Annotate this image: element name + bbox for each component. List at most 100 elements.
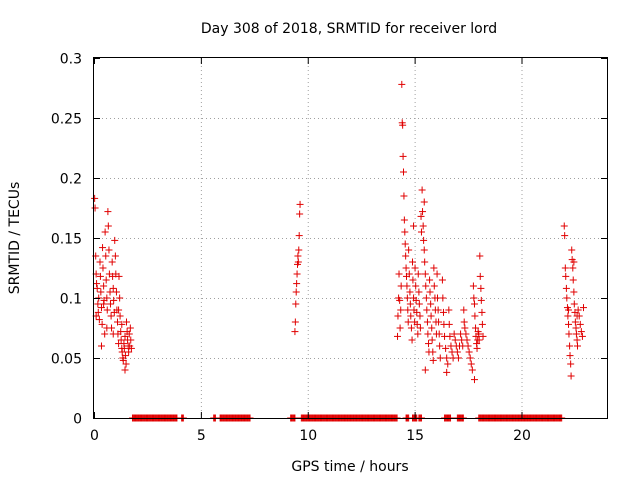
chart-title: Day 308 of 2018, SRMTID for receiver lor… <box>201 21 497 37</box>
y-tick-label: 0.3 <box>60 52 82 68</box>
data-point <box>562 272 570 280</box>
x-tick-label: 5 <box>197 428 206 444</box>
data-point <box>121 352 129 360</box>
data-point <box>292 300 300 308</box>
data-point <box>120 344 128 352</box>
data-point <box>293 270 301 278</box>
data-point <box>396 296 404 304</box>
data-point <box>295 232 303 240</box>
data-point <box>477 296 485 304</box>
data-point <box>423 318 431 326</box>
data-point <box>400 216 408 224</box>
data-point <box>434 306 442 314</box>
data-point <box>471 312 479 320</box>
data-point <box>122 318 130 326</box>
data-point <box>408 258 416 266</box>
data-point <box>127 336 135 344</box>
data-point <box>419 222 427 230</box>
data-point <box>400 192 408 200</box>
data-point <box>561 264 569 272</box>
data-point <box>461 324 469 332</box>
data-point <box>415 288 423 296</box>
data-point <box>103 324 111 332</box>
data-point <box>111 252 119 260</box>
data-point <box>433 270 441 278</box>
data-point <box>106 288 114 296</box>
data-point <box>450 330 458 338</box>
data-point <box>567 372 575 380</box>
data-point <box>405 246 413 254</box>
data-point <box>468 366 476 374</box>
data-point <box>412 282 420 290</box>
data-point <box>422 294 430 302</box>
data-point <box>417 212 425 220</box>
axis-ticks: 0 5 10 15 20 0 0.05 0.1 0.15 0.2 0.25 0.3 <box>51 52 607 444</box>
data-point <box>394 332 402 340</box>
data-point <box>97 288 105 296</box>
data-point <box>116 312 124 320</box>
data-point <box>109 330 117 338</box>
data-point <box>94 308 102 316</box>
data-point <box>420 236 428 244</box>
plot-frame <box>93 57 608 419</box>
data-point <box>399 152 407 160</box>
data-point <box>419 208 427 216</box>
data-point <box>460 318 468 326</box>
data-point <box>401 240 409 248</box>
data-point <box>402 252 410 260</box>
data-point <box>445 320 453 328</box>
data-point <box>406 288 414 296</box>
data-point <box>403 282 411 290</box>
data-point <box>126 324 134 332</box>
data-point <box>563 294 571 302</box>
data-point <box>576 320 584 328</box>
data-point <box>570 258 578 266</box>
data-point <box>410 222 418 230</box>
data-point <box>454 354 462 362</box>
data-point <box>478 320 486 328</box>
data-point <box>577 328 585 336</box>
data-point <box>426 276 434 284</box>
data-point <box>99 244 107 252</box>
data-point <box>438 276 446 284</box>
y-tick-label: 0.2 <box>60 172 82 188</box>
data-point <box>462 330 470 338</box>
data-point <box>96 258 104 266</box>
data-point <box>476 272 484 280</box>
data-point <box>296 200 304 208</box>
data-point <box>127 344 135 352</box>
data-point <box>415 300 423 308</box>
data-point <box>567 360 575 368</box>
data-point <box>102 276 110 284</box>
data-point <box>416 312 424 320</box>
data-point <box>406 300 414 308</box>
x-tick-label: 20 <box>513 428 531 444</box>
data-point <box>421 270 429 278</box>
data-point <box>114 318 122 326</box>
data-point <box>108 258 116 266</box>
data-point <box>472 324 480 332</box>
data-point <box>91 194 99 202</box>
data-point <box>421 366 429 374</box>
data-point <box>294 258 302 266</box>
data-point <box>413 320 421 328</box>
data-point <box>422 282 430 290</box>
y-axis-label: SRMTID / TECUs <box>7 182 23 295</box>
data-point <box>118 348 126 356</box>
data-points <box>91 80 587 422</box>
data-point <box>424 330 432 338</box>
data-point <box>294 252 302 260</box>
x-tick-label: 10 <box>299 428 317 444</box>
data-point <box>104 222 112 230</box>
data-point <box>407 312 415 320</box>
data-point <box>561 232 569 240</box>
data-point <box>109 284 117 292</box>
data-point <box>96 272 104 280</box>
data-point <box>104 208 112 216</box>
data-point <box>292 288 300 296</box>
y-tick-label: 0 <box>73 412 82 428</box>
data-point <box>436 342 444 350</box>
data-point <box>470 376 478 384</box>
data-point <box>112 288 120 296</box>
data-point <box>574 342 582 350</box>
